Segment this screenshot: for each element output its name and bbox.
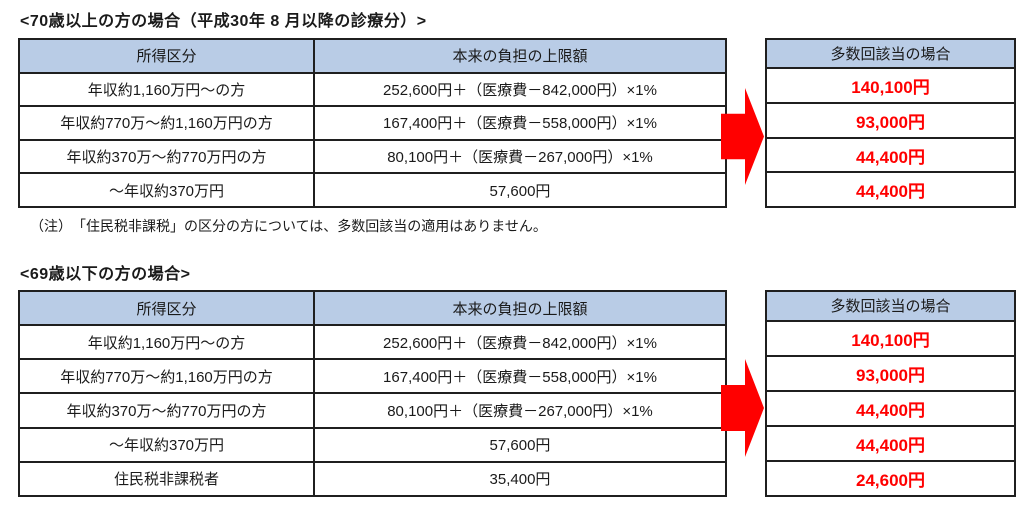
table-row: 年収約370万～約770万円の方 80,100円＋（医療費－267,000円）×… (18, 138, 727, 175)
table-row: 140,100円 (765, 67, 1016, 105)
section1-header-limit: 本来の負担の上限額 (313, 38, 727, 74)
limit-formula-cell: 80,100円＋（医療費－267,000円）×1% (313, 138, 727, 175)
limit-formula-cell: 35,400円 (313, 460, 727, 498)
limit-formula-cell: 252,600円＋（医療費－842,000円）×1% (313, 71, 727, 108)
red-arrow-right-icon (721, 86, 765, 187)
table-row: 44,400円 (765, 424, 1016, 462)
table-row: 44,400円 (765, 136, 1016, 174)
section1-note: （注） 「住民税非課税」の区分の方については、多数回該当の適用はありません。 (30, 218, 547, 234)
multi-value-cell: 93,000円 (765, 102, 1016, 139)
table-row: 年収約1,160万円～の方 252,600円＋（医療費－842,000円）×1% (18, 324, 727, 361)
table-row: 24,600円 (765, 459, 1016, 498)
income-category-cell: ～年収約370万円 (18, 426, 315, 463)
multi-value-cell: 44,400円 (765, 171, 1016, 208)
section2-header-limit: 本来の負担の上限額 (313, 289, 727, 327)
multi-value-cell: 44,400円 (765, 389, 1016, 427)
table-row: 140,100円 (765, 319, 1016, 357)
limit-formula-cell: 57,600円 (313, 172, 727, 208)
multi-value-cell: 93,000円 (765, 354, 1016, 392)
section2-multi-header: 多数回該当の場合 (765, 290, 1016, 322)
section2-title: <69歳以下の方の場合> (20, 266, 191, 283)
limit-formula-cell: 80,100円＋（医療費－267,000円）×1% (313, 392, 727, 429)
income-category-cell: ～年収約370万円 (18, 172, 315, 208)
income-category-cell: 年収約1,160万円～の方 (18, 71, 315, 108)
income-category-cell: 年収約1,160万円～の方 (18, 324, 315, 361)
table-row: ～年収約370万円 57,600円 (18, 172, 727, 208)
limit-formula-cell: 167,400円＋（医療費－558,000円）×1% (313, 358, 727, 395)
red-arrow-right-icon (721, 357, 765, 459)
limit-formula-cell: 57,600円 (313, 426, 727, 463)
multi-value-cell: 140,100円 (765, 319, 1016, 357)
section2-main-table: 所得区分 本来の負担の上限額 年収約1,160万円～の方 252,600円＋（医… (18, 289, 727, 498)
table-row: 44,400円 (765, 389, 1016, 427)
section2-header-income: 所得区分 (18, 289, 315, 327)
section1-title: <70歳以上の方の場合（平成30年 8 月以降の診療分）> (20, 13, 427, 30)
limit-formula-cell: 252,600円＋（医療費－842,000円）×1% (313, 324, 727, 361)
table-row: ～年収約370万円 57,600円 (18, 426, 727, 463)
income-category-cell: 年収約770万～約1,160万円の方 (18, 105, 315, 141)
table-row: 住民税非課税者 35,400円 (18, 460, 727, 498)
table-row: 44,400円 (765, 171, 1016, 208)
section1-header-income: 所得区分 (18, 38, 315, 74)
multi-value-cell: 44,400円 (765, 136, 1016, 174)
table-row: 93,000円 (765, 102, 1016, 139)
table-row: 年収約1,160万円～の方 252,600円＋（医療費－842,000円）×1% (18, 71, 727, 108)
section1-multi-header: 多数回該当の場合 (765, 37, 1016, 70)
section2-multi-table: 多数回該当の場合 140,100円 93,000円 44,400円 44,400… (765, 290, 1016, 498)
multi-value-cell: 140,100円 (765, 67, 1016, 105)
limit-formula-cell: 167,400円＋（医療費－558,000円）×1% (313, 105, 727, 141)
section1-multi-table: 多数回該当の場合 140,100円 93,000円 44,400円 44,400… (765, 37, 1016, 208)
multi-value-cell: 44,400円 (765, 424, 1016, 462)
table-row: 年収約370万～約770万円の方 80,100円＋（医療費－267,000円）×… (18, 392, 727, 429)
income-category-cell: 年収約370万～約770万円の方 (18, 392, 315, 429)
income-category-cell: 年収約770万～約1,160万円の方 (18, 358, 315, 395)
table-row: 年収約770万～約1,160万円の方 167,400円＋（医療費－558,000… (18, 358, 727, 395)
income-category-cell: 住民税非課税者 (18, 460, 315, 498)
multi-value-cell: 24,600円 (765, 459, 1016, 498)
section1-main-table: 所得区分 本来の負担の上限額 年収約1,160万円～の方 252,600円＋（医… (18, 38, 727, 208)
income-category-cell: 年収約370万～約770万円の方 (18, 138, 315, 175)
table-row: 年収約770万～約1,160万円の方 167,400円＋（医療費－558,000… (18, 105, 727, 141)
table-row: 93,000円 (765, 354, 1016, 392)
